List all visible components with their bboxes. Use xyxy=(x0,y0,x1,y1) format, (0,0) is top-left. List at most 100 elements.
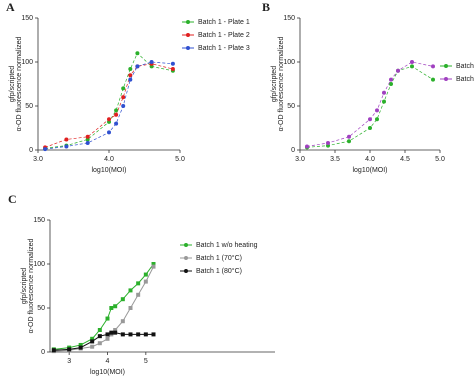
legend-label: Batch 1 - Plate 1 xyxy=(198,19,250,26)
data-point xyxy=(347,139,351,144)
y-tick-label: 150 xyxy=(21,15,33,22)
data-point xyxy=(113,328,118,332)
data-point xyxy=(136,292,141,297)
y-tick-label: 50 xyxy=(25,103,33,110)
data-point xyxy=(78,345,83,350)
data-point xyxy=(64,137,69,142)
data-point xyxy=(389,77,393,82)
legend-marker xyxy=(186,46,190,50)
data-point xyxy=(143,279,148,284)
data-point xyxy=(375,108,379,113)
data-point xyxy=(97,341,102,346)
data-point xyxy=(151,262,156,266)
data-point xyxy=(90,344,95,349)
data-point xyxy=(128,73,133,78)
legend-marker xyxy=(444,77,448,81)
legend-marker xyxy=(186,20,190,24)
data-point xyxy=(382,99,386,104)
series-line xyxy=(45,52,173,149)
legend-label: Batch 1 xyxy=(456,63,474,70)
data-point xyxy=(326,140,330,145)
data-point xyxy=(375,117,379,122)
data-point xyxy=(114,112,119,117)
y-tick-label: 100 xyxy=(283,59,295,66)
legend-marker xyxy=(184,243,188,247)
data-point xyxy=(410,60,414,64)
data-point xyxy=(121,86,126,91)
data-point xyxy=(431,64,435,69)
y-tick-label: 150 xyxy=(33,217,45,224)
x-tick-label: 4.5 xyxy=(400,156,410,163)
data-point xyxy=(382,90,386,95)
data-point xyxy=(114,121,119,126)
data-point xyxy=(109,306,114,310)
y-tick-label: 0 xyxy=(41,349,45,356)
data-point xyxy=(128,77,133,82)
x-axis-label: log10(MOI) xyxy=(352,167,387,174)
data-point xyxy=(64,144,69,149)
x-axis-label: log10(MOI) xyxy=(91,167,126,174)
x-tick-label: 5.0 xyxy=(175,156,185,163)
series-line xyxy=(306,66,434,148)
data-point xyxy=(105,316,110,321)
data-point xyxy=(305,144,309,149)
data-point xyxy=(128,288,133,293)
data-point xyxy=(128,67,133,72)
y-tick-label: 100 xyxy=(21,59,33,66)
data-point xyxy=(97,328,102,332)
data-point xyxy=(78,342,83,347)
legend-marker xyxy=(184,256,188,260)
legend-label: Batch 1 w/o heating xyxy=(196,242,258,249)
data-point xyxy=(113,304,118,309)
y-tick-label: 50 xyxy=(287,103,295,110)
x-tick-label: 3.5 xyxy=(330,156,340,163)
data-point xyxy=(85,134,90,139)
data-point xyxy=(128,332,133,337)
panel-label: A xyxy=(6,0,15,14)
data-point xyxy=(114,108,119,113)
y-axis-label: gfp/scripted xyxy=(271,66,278,102)
y-tick-label: 0 xyxy=(291,147,295,154)
data-point xyxy=(90,339,95,344)
x-tick-label: 5.0 xyxy=(435,156,445,163)
data-point xyxy=(143,332,148,337)
data-point xyxy=(170,67,175,72)
y-axis-label: gfp/scripted xyxy=(9,66,16,102)
data-point xyxy=(368,117,372,122)
data-point xyxy=(120,297,125,302)
data-point xyxy=(113,330,118,335)
data-point xyxy=(85,140,90,145)
data-point xyxy=(149,60,154,64)
data-point xyxy=(431,77,435,82)
data-point xyxy=(128,306,133,310)
legend-label: Batch 1 (80°C) xyxy=(196,267,242,275)
x-tick-label: 5 xyxy=(144,358,148,365)
data-point xyxy=(121,95,126,100)
data-point xyxy=(135,51,140,56)
x-tick-label: 4 xyxy=(106,358,110,365)
y-axis-label: α-OD fluorescence normalized xyxy=(16,37,23,132)
legend-label: Batch 1 - Plate 3 xyxy=(198,45,250,52)
legend-marker xyxy=(186,33,190,37)
series-line xyxy=(53,266,154,352)
y-tick-label: 50 xyxy=(37,305,45,312)
data-point xyxy=(107,130,111,135)
data-point xyxy=(105,332,110,337)
data-point xyxy=(410,64,414,69)
data-point xyxy=(107,117,111,122)
series-line xyxy=(45,61,173,150)
data-point xyxy=(170,61,175,66)
data-point xyxy=(105,336,110,341)
x-tick-label: 3.0 xyxy=(33,156,43,163)
y-axis-label: α-OD fluorescence normalized xyxy=(28,239,35,334)
data-point xyxy=(136,281,141,286)
data-point xyxy=(43,147,48,152)
data-point xyxy=(396,68,400,73)
data-point xyxy=(120,319,125,324)
data-point xyxy=(51,348,56,353)
data-point xyxy=(120,332,125,337)
data-point xyxy=(67,347,72,352)
data-point xyxy=(90,336,95,341)
legend-marker xyxy=(184,269,188,273)
